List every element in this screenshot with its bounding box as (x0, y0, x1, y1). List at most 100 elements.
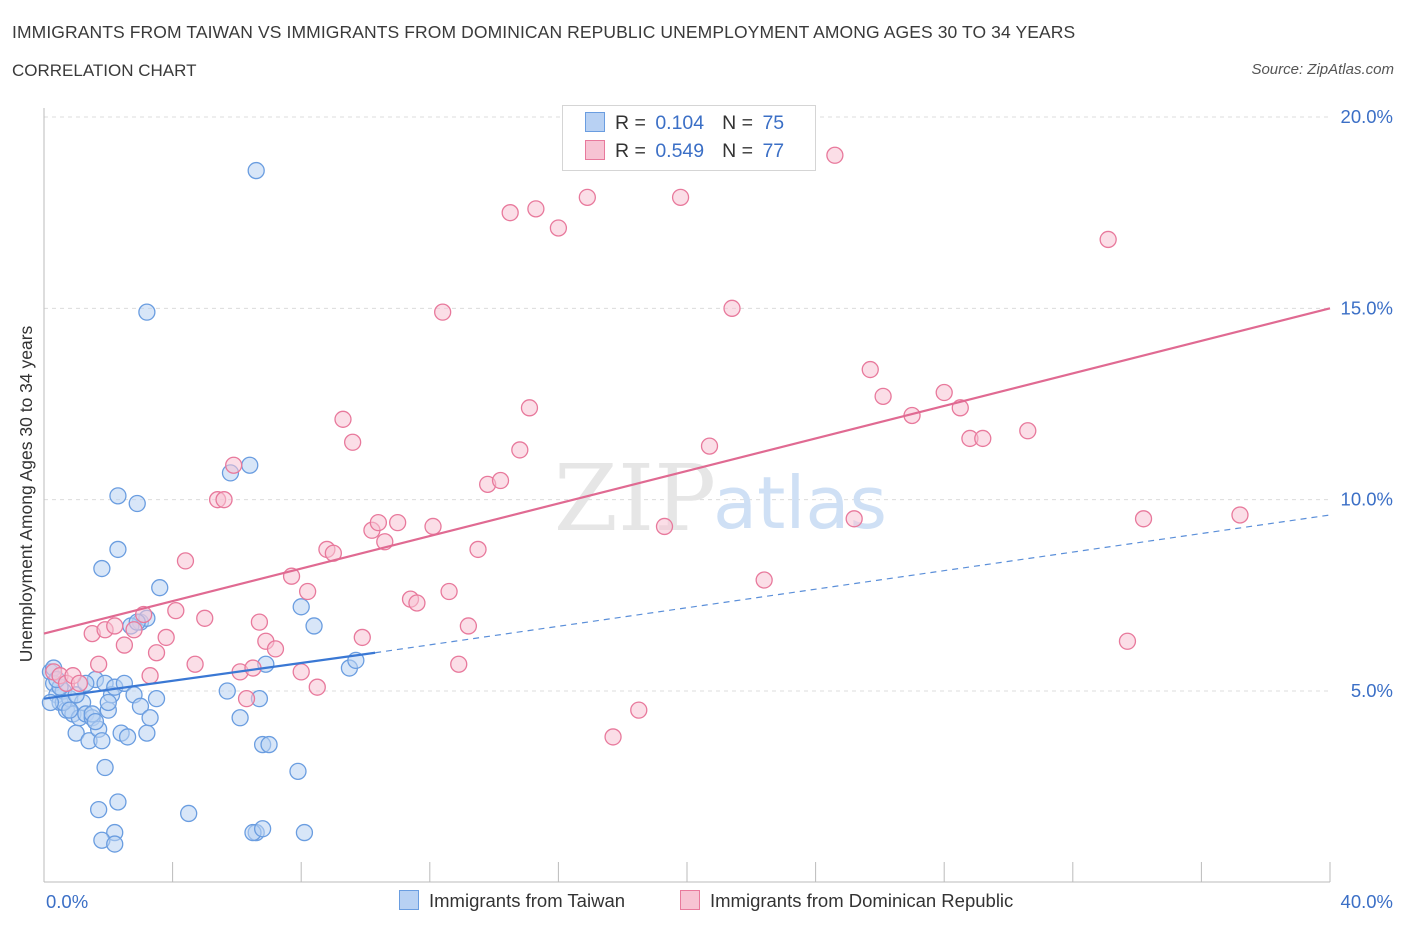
legend-n-value: 77 (762, 140, 785, 162)
point-dominican (1019, 422, 1037, 440)
point-dominican (225, 456, 243, 474)
point-dominican (974, 429, 992, 448)
legend-r-label: R = (615, 112, 646, 134)
point-dominican (861, 360, 879, 379)
point-dominican (369, 513, 388, 532)
point-dominican (1118, 632, 1137, 650)
point-dominican (334, 410, 352, 428)
legend-r-label: R = (615, 140, 646, 162)
point-taiwan (109, 487, 127, 505)
point-dominican (630, 701, 648, 719)
point-dominican (1099, 230, 1117, 249)
legend-swatch-taiwan (585, 112, 605, 132)
point-dominican (215, 491, 233, 509)
point-dominican (115, 636, 134, 654)
point-dominican (826, 146, 844, 164)
point-dominican (935, 383, 953, 402)
axes (43, 108, 1331, 883)
point-dominican (440, 582, 458, 601)
point-taiwan (253, 820, 272, 838)
point-dominican (434, 303, 452, 321)
point-taiwan (96, 758, 114, 777)
series-taiwan (41, 161, 365, 853)
point-taiwan (93, 732, 111, 750)
tick-labels: 5.0% 10.0% 15.0% 20.0% 0.0% 40.0% (46, 106, 1393, 912)
point-dominican (125, 621, 143, 639)
chart-source: Source: ZipAtlas.com (1251, 61, 1394, 78)
point-dominican (70, 674, 89, 692)
legend-n-label: N = (722, 140, 754, 162)
point-dominican (700, 437, 719, 455)
point-dominican (755, 571, 773, 589)
point-taiwan (128, 494, 146, 513)
legend-swatch-dominican (585, 140, 605, 160)
point-taiwan (61, 701, 79, 719)
point-taiwan (305, 617, 323, 635)
point-dominican (106, 617, 124, 635)
point-dominican (469, 540, 487, 559)
point-dominican (147, 644, 166, 662)
point-dominican (459, 617, 478, 635)
point-taiwan (289, 762, 307, 781)
point-dominican (298, 582, 317, 601)
bottom-legend-swatch-dominican (680, 890, 700, 910)
point-taiwan (106, 835, 124, 853)
legend-r-value: 0.104 (655, 112, 705, 134)
point-taiwan (138, 724, 156, 742)
point-dominican (308, 678, 326, 696)
watermark-atlas: atlas (713, 461, 887, 545)
y-tick-label: 10.0% (1341, 489, 1393, 510)
point-taiwan (295, 823, 314, 842)
point-dominican (266, 640, 285, 658)
point-taiwan (99, 693, 117, 712)
point-taiwan (118, 728, 137, 746)
point-dominican (874, 387, 892, 405)
point-taiwan (90, 800, 108, 819)
point-dominican (450, 655, 468, 673)
trend-line-dominican (43, 307, 1331, 635)
point-dominican (424, 517, 442, 536)
point-dominican (250, 613, 269, 631)
point-taiwan (247, 161, 265, 180)
point-taiwan (292, 598, 310, 616)
point-taiwan (241, 456, 259, 474)
point-taiwan (141, 709, 159, 727)
point-taiwan (109, 540, 127, 559)
point-dominican (604, 728, 622, 746)
series-dominican (44, 146, 1249, 746)
point-dominican (511, 441, 529, 459)
watermark: ZIP atlas (554, 445, 887, 552)
point-dominican (520, 399, 539, 417)
bottom-legend-label-dominican: Immigrants from Dominican Republic (710, 890, 1014, 911)
point-dominican (157, 628, 175, 647)
point-taiwan (109, 793, 127, 811)
chart-title: IMMIGRANTS FROM TAIWAN VS IMMIGRANTS FRO… (12, 22, 1076, 42)
point-dominican (845, 510, 863, 528)
point-dominican (723, 299, 741, 317)
point-dominican (527, 200, 545, 218)
chart-subtitle: CORRELATION CHART (12, 61, 197, 80)
point-taiwan (180, 804, 198, 823)
point-taiwan (218, 682, 236, 700)
point-dominican (237, 690, 256, 708)
x-tick-label: 0.0% (46, 891, 88, 912)
y-axis-label: Unemployment Among Ages 30 to 34 years (16, 325, 36, 662)
trend-line-taiwan (43, 651, 376, 700)
point-dominican (353, 628, 371, 647)
point-dominican (167, 601, 185, 620)
point-dominican (578, 188, 596, 207)
point-taiwan (86, 712, 105, 731)
point-dominican (176, 552, 195, 570)
point-dominican (186, 655, 204, 673)
point-taiwan (260, 735, 278, 754)
point-dominican (501, 204, 519, 222)
trend-line-taiwan-extension (375, 514, 1331, 654)
point-taiwan (147, 690, 166, 708)
point-dominican (292, 663, 310, 681)
point-dominican (1134, 510, 1153, 528)
point-dominican (343, 433, 362, 451)
legend-n-label: N = (722, 112, 754, 134)
point-dominican (388, 513, 407, 532)
bottom-legend-swatch-taiwan (399, 890, 419, 910)
